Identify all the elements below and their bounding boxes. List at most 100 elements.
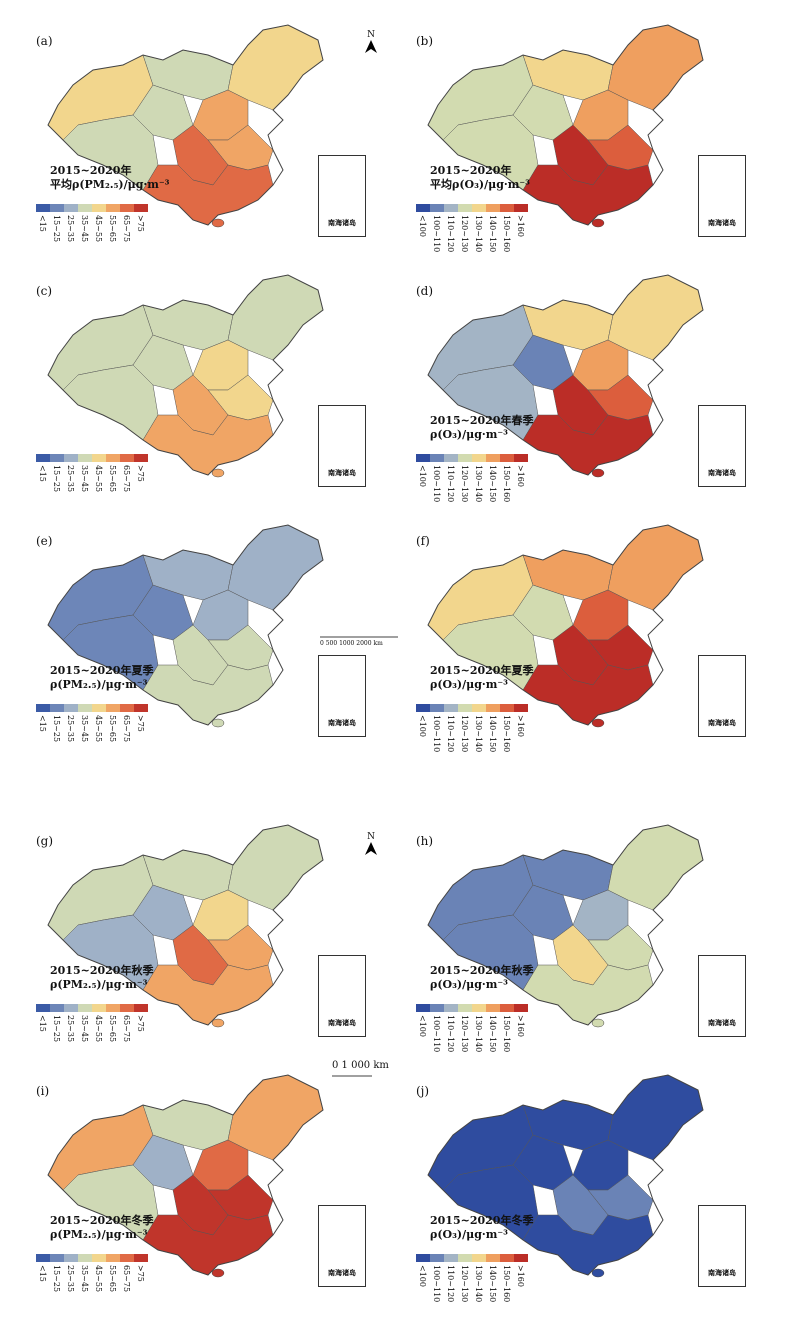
region-8 xyxy=(227,824,324,911)
legend-swatch xyxy=(36,704,50,712)
south-china-sea-inset: 南海诸岛 xyxy=(698,155,746,237)
legend-label: 150~160 xyxy=(502,715,511,753)
legend-label: 150~160 xyxy=(502,215,511,253)
north-label: N xyxy=(367,832,375,842)
legend-swatch xyxy=(50,1254,64,1262)
china-map-a xyxy=(47,24,324,228)
legend-label: 65~75 xyxy=(122,465,131,493)
map-panel-b: (b) 2015~2020年 平均ρ(O₃)/μg·m⁻³ <100 100~110 11… xyxy=(408,20,748,270)
legend-label: 35~45 xyxy=(80,715,89,743)
legend-swatch xyxy=(416,1254,430,1262)
legend-swatch xyxy=(500,454,514,462)
legend-label: 35~45 xyxy=(80,1265,89,1293)
legend-swatch xyxy=(472,1254,486,1262)
scale-bar-ticks: 0 500 1000 2000 km xyxy=(320,640,383,647)
north-arrow-icon xyxy=(365,842,377,855)
legend-label: 15~25 xyxy=(52,1015,61,1043)
panel-label: (j) xyxy=(416,1084,430,1098)
legend-label: 130~140 xyxy=(474,1015,483,1053)
legend-swatch xyxy=(92,1004,106,1012)
legend-swatch xyxy=(78,1254,92,1262)
north-arrow: N xyxy=(364,30,378,57)
country-outline xyxy=(47,1074,324,1276)
legend-label: 65~75 xyxy=(122,715,131,743)
legend-swatch xyxy=(50,204,64,212)
north-arrow: N xyxy=(364,832,378,859)
legend-swatch xyxy=(430,704,444,712)
legend-swatch xyxy=(500,704,514,712)
legend-label: 130~140 xyxy=(474,1265,483,1303)
panel-title: 2015~2020年 平均ρ(O₃)/μg·m⁻³ xyxy=(430,164,530,192)
legend-label: 110~120 xyxy=(446,465,455,503)
color-legend: <100 100~110 110~120 120~130 130~140 140~150 1… xyxy=(416,204,536,254)
country-outline xyxy=(47,24,324,226)
legend-swatch xyxy=(134,1004,148,1012)
inset-label: 南海诸岛 xyxy=(708,468,736,477)
country-outline xyxy=(427,24,704,226)
panel-title: 2015~2020年 平均ρ(PM₂.₅)/μg·m⁻³ xyxy=(50,164,170,192)
south-china-sea-inset: 南海诸岛 xyxy=(318,1205,366,1287)
legend-label: 140~150 xyxy=(488,215,497,253)
panel-title-line2: 平均ρ(PM₂.₅)/μg·m⁻³ xyxy=(50,178,170,191)
panel-title-line2: ρ(O₃)/μg·m⁻³ xyxy=(430,978,508,991)
legend-swatch xyxy=(486,454,500,462)
legend-swatch xyxy=(458,454,472,462)
panel-title-line1: 2015~2020年秋季 xyxy=(430,964,534,977)
legend-label: 55~65 xyxy=(108,1015,117,1043)
hainan-island xyxy=(211,218,225,228)
legend-label: 120~130 xyxy=(460,215,469,253)
panel-title-line1: 2015~2020年冬季 xyxy=(430,1214,534,1227)
hainan-island xyxy=(591,718,605,728)
panel-title-line2: ρ(PM₂.₅)/μg·m⁻³ xyxy=(50,678,148,691)
legend-swatch xyxy=(78,454,92,462)
legend-swatch xyxy=(106,454,120,462)
legend-label: >75 xyxy=(136,1015,145,1032)
map-panel-c: (c) <15 15~25 25~35 35~45 45~55 55~65 65~75 >75 南… xyxy=(28,270,368,520)
inset-label: 南海诸岛 xyxy=(328,218,356,227)
legend-swatch xyxy=(486,1254,500,1262)
color-legend: <15 15~25 25~35 35~45 45~55 55~65 65~75 >75 xyxy=(36,704,156,754)
legend-label: 120~130 xyxy=(460,1265,469,1303)
legend-swatch xyxy=(444,454,458,462)
north-arrow-icon xyxy=(365,40,377,53)
legend-swatch xyxy=(134,1254,148,1262)
panel-label: (i) xyxy=(36,1084,50,1098)
legend-label: 140~150 xyxy=(488,1265,497,1303)
legend-swatch xyxy=(120,1004,134,1012)
color-legend: <15 15~25 25~35 35~45 45~55 55~65 65~75 >75 xyxy=(36,204,156,254)
legend-swatch xyxy=(416,204,430,212)
legend-label: <15 xyxy=(38,715,47,732)
inset-label: 南海诸岛 xyxy=(708,1268,736,1277)
south-china-sea-inset: 南海诸岛 xyxy=(318,155,366,237)
panel-title-line1: 2015~2020年夏季 xyxy=(50,664,154,677)
legend-swatch xyxy=(514,454,528,462)
china-map-h xyxy=(427,824,704,1028)
hainan-island xyxy=(211,1018,225,1028)
inset-label: 南海诸岛 xyxy=(328,1018,356,1027)
legend-swatch xyxy=(458,704,472,712)
legend-label: 45~55 xyxy=(94,1015,103,1043)
legend-label: 150~160 xyxy=(502,1015,511,1053)
legend-label: 100~110 xyxy=(432,215,441,253)
color-legend: <100 100~110 110~120 120~130 130~140 140~150 1… xyxy=(416,704,536,754)
legend-label: 55~65 xyxy=(108,465,117,493)
legend-label: 35~45 xyxy=(80,1015,89,1043)
south-china-sea-inset: 南海诸岛 xyxy=(698,955,746,1037)
panel-label: (c) xyxy=(36,284,53,298)
legend-label: >75 xyxy=(136,215,145,232)
legend-swatch xyxy=(50,704,64,712)
north-label: N xyxy=(367,30,375,40)
legend-swatch xyxy=(64,704,78,712)
legend-label: <100 xyxy=(418,215,427,237)
hainan-island xyxy=(591,468,605,478)
region-1 xyxy=(62,364,159,441)
inset-label: 南海诸岛 xyxy=(708,1018,736,1027)
panel-title-line2: ρ(O₃)/μg·m⁻³ xyxy=(430,678,508,691)
panel-title: 2015~2020年秋季 ρ(O₃)/μg·m⁻³ xyxy=(430,964,533,992)
scale-bar-label: 0 1 000 km xyxy=(332,1060,389,1071)
south-china-sea-inset: 南海诸岛 xyxy=(318,955,366,1037)
legend-swatch xyxy=(106,1004,120,1012)
south-china-sea-inset: 南海诸岛 xyxy=(318,405,366,487)
south-china-sea-inset: 南海诸岛 xyxy=(698,655,746,737)
legend-label: 25~35 xyxy=(66,215,75,243)
